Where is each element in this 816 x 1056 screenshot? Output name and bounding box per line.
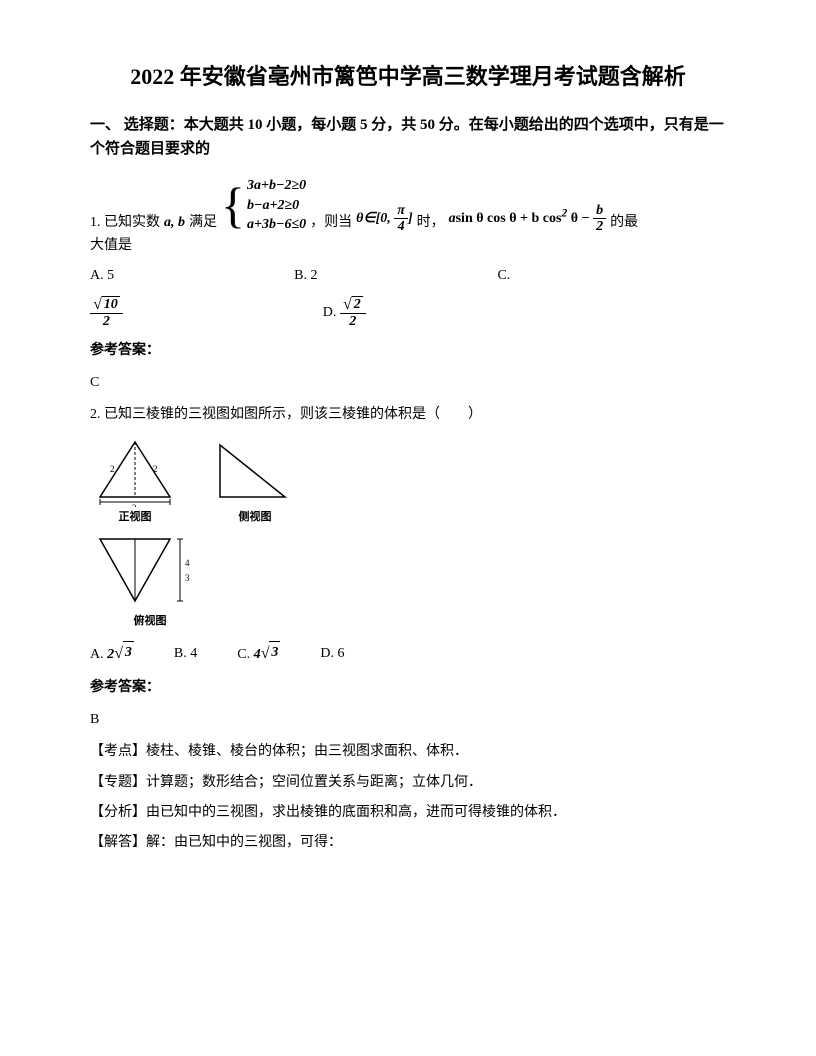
expr-1: sin θ cos θ + b cos <box>456 211 562 226</box>
theta-prefix: θ∈[0, <box>356 211 394 226</box>
top-view-svg: 4 3 <box>90 531 210 611</box>
b-num: b <box>593 203 606 219</box>
pi-num: π <box>394 203 408 219</box>
front-view: 2 2 2 正视图 <box>90 437 180 527</box>
side-view: 侧视图 <box>210 437 300 527</box>
answer-label: 参考答案： <box>90 340 726 362</box>
q2-opta-prefix: A. <box>90 647 104 662</box>
q2-option-b: B. 4 <box>174 643 197 665</box>
expression: asin θ cos θ + b cos2 θ − b2 <box>449 203 606 235</box>
q1-shi: 时， <box>417 212 445 234</box>
q2-option-a: A. 2√3 <box>90 641 134 667</box>
exp-kaodian: 【考点】棱柱、棱锥、棱台的体积；由三视图求面积、体积． <box>90 741 726 763</box>
theta-range: θ∈[0, π4] <box>356 203 412 235</box>
option-b: B. 2 <box>294 265 317 287</box>
three-views: 2 2 2 正视图 侧视图 <box>90 437 726 631</box>
option-a: A. 5 <box>90 265 114 287</box>
option-c: C. <box>497 265 510 287</box>
svg-text:2: 2 <box>153 464 158 474</box>
q1-answer: C <box>90 372 726 394</box>
question-2: 2. 已知三棱锥的三视图如图所示，则该三棱锥的体积是（ ） 2 2 2 正视图 <box>90 404 726 855</box>
svg-text:4: 4 <box>185 558 190 568</box>
side-view-label: 侧视图 <box>239 509 272 527</box>
q2-option-d: D. 6 <box>320 643 344 665</box>
constraint-system: { 3a+b−2≥0 b−a+2≥0 a+3b−6≤0 <box>221 176 306 235</box>
sys-row-1: 3a+b−2≥0 <box>247 176 306 196</box>
top-view: 4 3 俯视图 <box>90 531 210 631</box>
expr-a: a <box>449 211 456 226</box>
q2-optc-prefix: C. <box>237 647 250 662</box>
q2-options: A. 2√3 B. 4 C. 4√3 D. 6 <box>90 641 726 667</box>
page-title: 2022 年安徽省亳州市篱笆中学高三数学理月考试题含解析 <box>90 60 726 93</box>
sys-row-3: a+3b−6≤0 <box>247 215 306 235</box>
option-d-wrap: D. √2 2 <box>323 296 366 330</box>
exp-fenxi: 【分析】由已知中的三视图，求出棱锥的底面积和高，进而可得棱锥的体积． <box>90 802 726 824</box>
svg-text:2: 2 <box>110 464 115 474</box>
option-d-frac: √2 2 <box>340 296 366 330</box>
b-den: 2 <box>593 219 606 234</box>
q2-text: 2. 已知三棱锥的三视图如图所示，则该三棱锥的体积是（ ） <box>90 404 726 426</box>
expr-2: θ − <box>567 211 593 226</box>
front-view-label: 正视图 <box>119 509 152 527</box>
section-header: 一、 选择题：本大题共 10 小题，每小题 5 分，共 50 分。在每小题给出的… <box>90 113 726 161</box>
q2-option-c: C. 4√3 <box>237 641 280 667</box>
front-view-svg: 2 2 2 <box>90 437 180 507</box>
svg-text:2: 2 <box>132 503 137 507</box>
q1-options-row2: √10 2 D. √2 2 <box>90 296 726 330</box>
q1-options-row1: A. 5 B. 2 C. <box>90 265 726 287</box>
q1-when: ，则当 <box>310 212 352 234</box>
q2-answer-label: 参考答案： <box>90 677 726 699</box>
sys-row-2: b−a+2≥0 <box>247 196 306 216</box>
svg-text:3: 3 <box>185 573 190 583</box>
pi-den: 4 <box>395 219 408 234</box>
q1-prefix: 1. 已知实数 <box>90 212 160 234</box>
q1-tail2: 大值是 <box>90 235 726 257</box>
option-d-label: D. <box>323 305 337 320</box>
q1-vars: a, b <box>164 212 185 234</box>
top-view-label: 俯视图 <box>134 613 167 631</box>
option-c-frac: √10 2 <box>90 296 123 330</box>
q1-tail: 的最 <box>610 212 638 234</box>
q2-answer: B <box>90 709 726 731</box>
exp-jieda: 【解答】解：由已知中的三视图，可得： <box>90 832 726 854</box>
bracket-close: ] <box>408 211 413 226</box>
q1-satisfy: 满足 <box>189 212 217 234</box>
exp-zhuanti: 【专题】计算题；数形结合；空间位置关系与距离；立体几何． <box>90 772 726 794</box>
side-view-svg <box>210 437 300 507</box>
question-1: 1. 已知实数 a, b 满足 { 3a+b−2≥0 b−a+2≥0 a+3b−… <box>90 176 726 394</box>
